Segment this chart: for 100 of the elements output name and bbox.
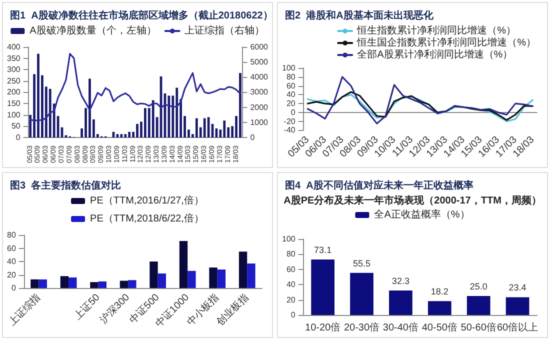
bar <box>60 276 69 288</box>
bar <box>195 118 198 138</box>
y-tick-label: 250 <box>6 76 21 86</box>
chart-title: 图1 A股破净数往往在市场底部区域增多（截止20180622） <box>10 10 273 22</box>
bar <box>247 264 256 288</box>
chart-title: 图2 港股和A股基本面未出现恶化 <box>285 10 434 22</box>
y2-tick-label: 3000 <box>250 88 269 97</box>
bar <box>223 120 226 138</box>
line-series <box>306 76 534 124</box>
legend-label: 恒生指数累计净利润同比增速（%） <box>356 24 516 36</box>
bar <box>37 54 40 138</box>
bar <box>217 269 226 288</box>
y-tick-label: 400 <box>6 42 21 52</box>
y-tick-label: 300 <box>6 65 21 74</box>
y-tick-label: 150 <box>6 99 21 108</box>
y-tick-label: 0 <box>16 132 21 142</box>
data-label: 32.3 <box>392 276 410 286</box>
y-tick-label: 100 <box>6 110 21 120</box>
bar <box>239 73 242 138</box>
x-tick-label: 20-30倍 <box>344 322 380 334</box>
y2-tick-label: 1000 <box>250 118 269 127</box>
y2-tick-label: 2000 <box>250 102 269 112</box>
chart-subtitle: A股PE分布及未来一年市场表现（2000-17，TTM，周频） <box>284 194 542 206</box>
bar <box>38 279 47 288</box>
y-tick-label: 100 <box>282 64 296 72</box>
legend-label: 上证综指（右轴） <box>184 24 264 36</box>
chart-title: 图3 各主要指数估值对比 <box>10 180 122 192</box>
y2-tick-label: 4000 <box>250 72 269 82</box>
bar <box>124 134 127 138</box>
legend-label: 全部A股累计净利润同比增速（%） <box>357 48 513 60</box>
bar <box>120 134 123 138</box>
chart-title: 图4 A股不同估值对应未来一年正收益概率 <box>285 180 474 192</box>
bar <box>209 267 218 288</box>
data-label: 18.2 <box>430 286 448 297</box>
y-tick-label: 100 <box>282 234 296 244</box>
y-tick-label: 80 <box>286 72 296 82</box>
bar <box>428 301 452 315</box>
x-tick-label: 50-60倍 <box>460 322 496 334</box>
y-tick-label: 0 <box>290 108 296 117</box>
y2-tick-label: 6000 <box>250 42 269 52</box>
y-tick-label: 60 <box>286 264 296 274</box>
bar <box>30 279 39 288</box>
y-tick-label: 20 <box>6 270 16 280</box>
y-tick-label: 60 <box>286 81 296 90</box>
data-label: 73.1 <box>314 244 332 255</box>
data-label: 23.4 <box>508 282 526 293</box>
bar <box>506 297 530 315</box>
legend-label: PE（TTM,2016/1/27,倍） <box>90 194 204 206</box>
bar <box>179 240 188 288</box>
bar <box>88 78 91 138</box>
bar <box>238 252 248 288</box>
bar <box>68 277 77 288</box>
y-tick-label: -40 <box>284 126 296 135</box>
x-tick-label: 30-40倍 <box>382 322 418 334</box>
data-label: 55.5 <box>352 258 371 268</box>
legend-label: 全A正收益概率（%） <box>374 208 470 220</box>
y-tick-label: 50 <box>11 122 21 131</box>
y-tick-label: 60 <box>6 244 16 253</box>
x-tick-label: 上证综指 <box>6 291 43 328</box>
bar <box>150 262 158 288</box>
y-tick-label: 40 <box>6 257 16 266</box>
legend-label: 恒生国企指数累计净利润同比增速（%） <box>356 36 536 48</box>
bar <box>168 96 170 138</box>
y-tick-label: 350 <box>6 54 21 63</box>
y-tick-label: 20 <box>286 99 296 108</box>
bar <box>311 259 334 315</box>
x-tick-label: 40-50倍 <box>422 322 458 334</box>
y-tick-label: 0 <box>290 310 296 320</box>
line-series <box>30 52 242 122</box>
bar <box>90 282 98 288</box>
bar <box>128 280 136 288</box>
bar <box>389 290 412 315</box>
y-tick-label: -20 <box>284 116 296 126</box>
y2-tick-label: 0 <box>250 132 256 142</box>
x-tick-label: 10-20倍 <box>305 322 341 334</box>
bar <box>176 88 178 138</box>
bar <box>128 132 131 138</box>
y-tick-label: 20 <box>286 295 296 304</box>
bar <box>98 281 106 288</box>
bar <box>158 273 166 288</box>
y-tick-label: 40 <box>286 90 296 100</box>
y-tick-label: 80 <box>6 230 16 240</box>
bar <box>136 124 138 138</box>
bar <box>120 280 128 288</box>
y-tick-label: 0 <box>11 284 16 293</box>
bar <box>144 108 146 138</box>
bar <box>48 88 52 138</box>
bar <box>188 270 196 288</box>
y-tick-label: 80 <box>286 250 296 259</box>
y-tick-label: 40 <box>286 280 296 290</box>
y2-tick-label: 5000 <box>250 58 269 67</box>
legend-label: A股破净股数量（个，左轴） <box>30 24 156 36</box>
y-tick-label: 200 <box>6 88 21 97</box>
data-label: 25.0 <box>470 282 488 292</box>
bar <box>203 118 206 138</box>
x-tick-label: 60倍以上 <box>496 322 538 334</box>
bar <box>466 296 490 315</box>
legend-label: PE（TTM,2018/6/22,倍） <box>90 212 204 224</box>
bar <box>350 272 374 315</box>
bar <box>152 100 154 138</box>
